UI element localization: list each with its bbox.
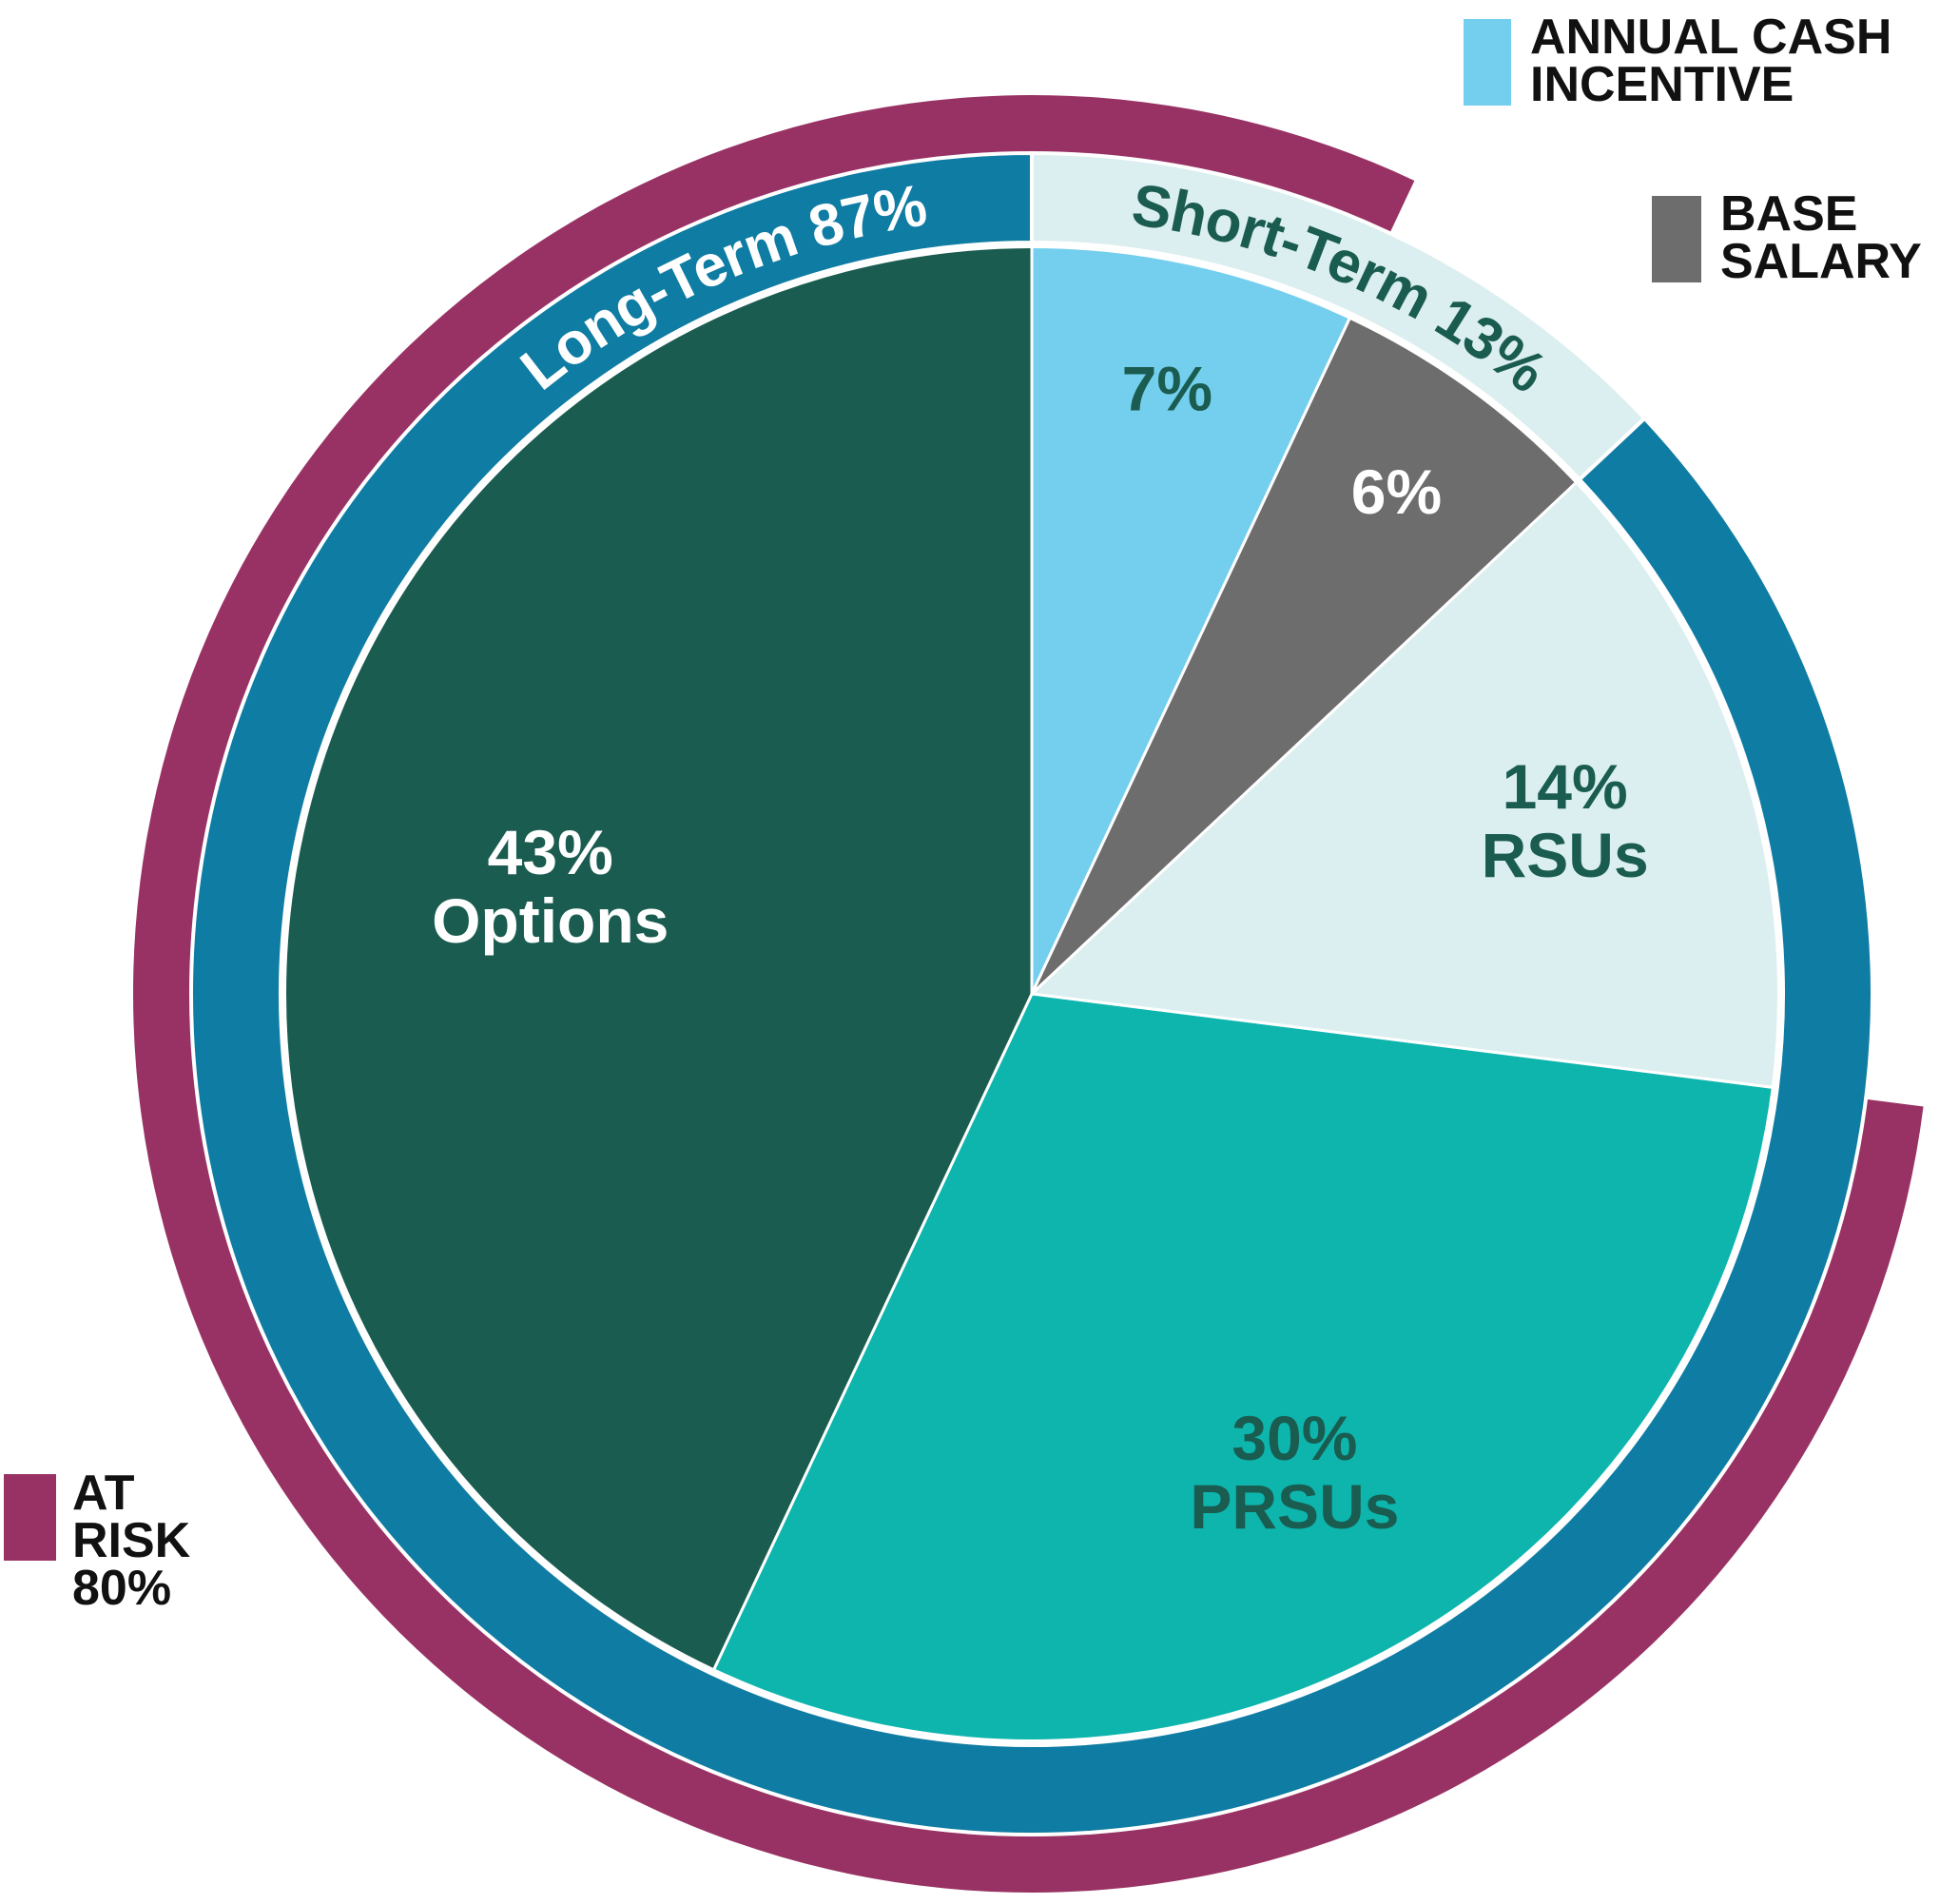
slice-category-label: PRSUs xyxy=(1190,1471,1399,1542)
legend-label: ANNUAL CASH INCENTIVE xyxy=(1530,10,1892,112)
slice-value-label: 30% xyxy=(1232,1403,1357,1473)
slice-category-label: RSUs xyxy=(1482,820,1649,890)
legend-swatch xyxy=(4,1474,56,1561)
legend-label: BASE SALARY xyxy=(1720,186,1922,289)
slice-value-label: 6% xyxy=(1351,457,1442,527)
legend-swatch xyxy=(1652,196,1701,282)
slice-value-label: 7% xyxy=(1122,353,1212,423)
at-risk-label: AT RISK 80% xyxy=(72,1466,191,1616)
pie-border xyxy=(282,244,1781,1743)
legend-swatch xyxy=(1464,19,1511,106)
slice-category-label: Options xyxy=(432,885,669,956)
slice-value-label: 14% xyxy=(1503,751,1628,822)
slice-value-label: 43% xyxy=(488,817,613,887)
term-ring xyxy=(189,150,1875,1836)
